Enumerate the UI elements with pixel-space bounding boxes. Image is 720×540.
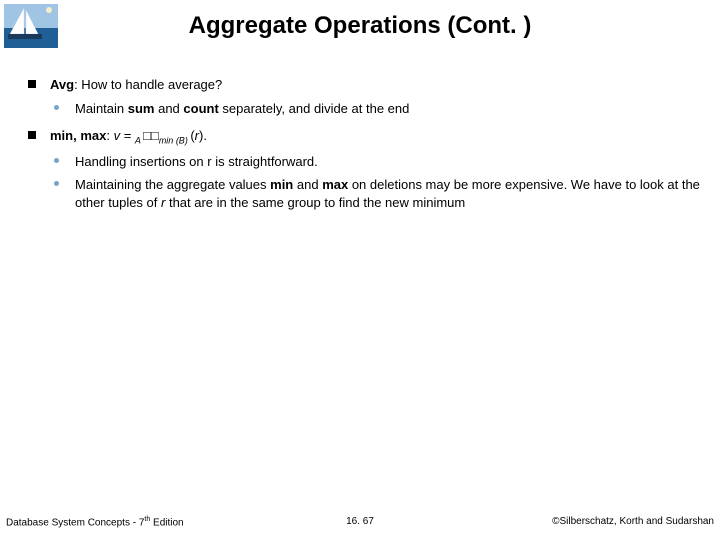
bullet-avg-sub-text: Maintain sum and count separately, and d… [75,100,700,118]
square-bullet-icon [28,80,36,88]
dot-bullet-icon [54,181,59,186]
bullet-minmax-sub2-text: Maintaining the aggregate values min and… [75,176,700,211]
bullet-avg-text: Avg: How to handle average? [50,76,700,94]
bullet-minmax-sub2: Maintaining the aggregate values min and… [54,176,700,211]
slide-body: Avg: How to handle average? Maintain sum… [28,76,700,221]
bullet-avg: Avg: How to handle average? Maintain sum… [28,76,700,117]
bullet-minmax-sub1-text: Handling insertions on r is straightforw… [75,153,700,171]
footer: Database System Concepts - 7th Edition 1… [0,516,720,532]
bullet-avg-sub: Maintain sum and count separately, and d… [54,100,700,118]
avg-rest: : How to handle average? [74,77,222,92]
avg-bold: Avg [50,77,74,92]
square-bullet-icon [28,131,36,139]
minmax-bold: min, max [50,128,106,143]
dot-bullet-icon [54,158,59,163]
dot-bullet-icon [54,105,59,110]
bullet-minmax: min, max: v = A □□min (B) (r). Handling … [28,127,700,211]
slide-title: Aggregate Operations (Cont. ) [0,12,720,40]
slide: Aggregate Operations (Cont. ) Avg: How t… [0,0,720,540]
bullet-minmax-sub1: Handling insertions on r is straightforw… [54,153,700,171]
footer-right: ©Silberschatz, Korth and Sudarshan [552,516,714,527]
bullet-minmax-text: min, max: v = A □□min (B) (r). [50,127,700,147]
